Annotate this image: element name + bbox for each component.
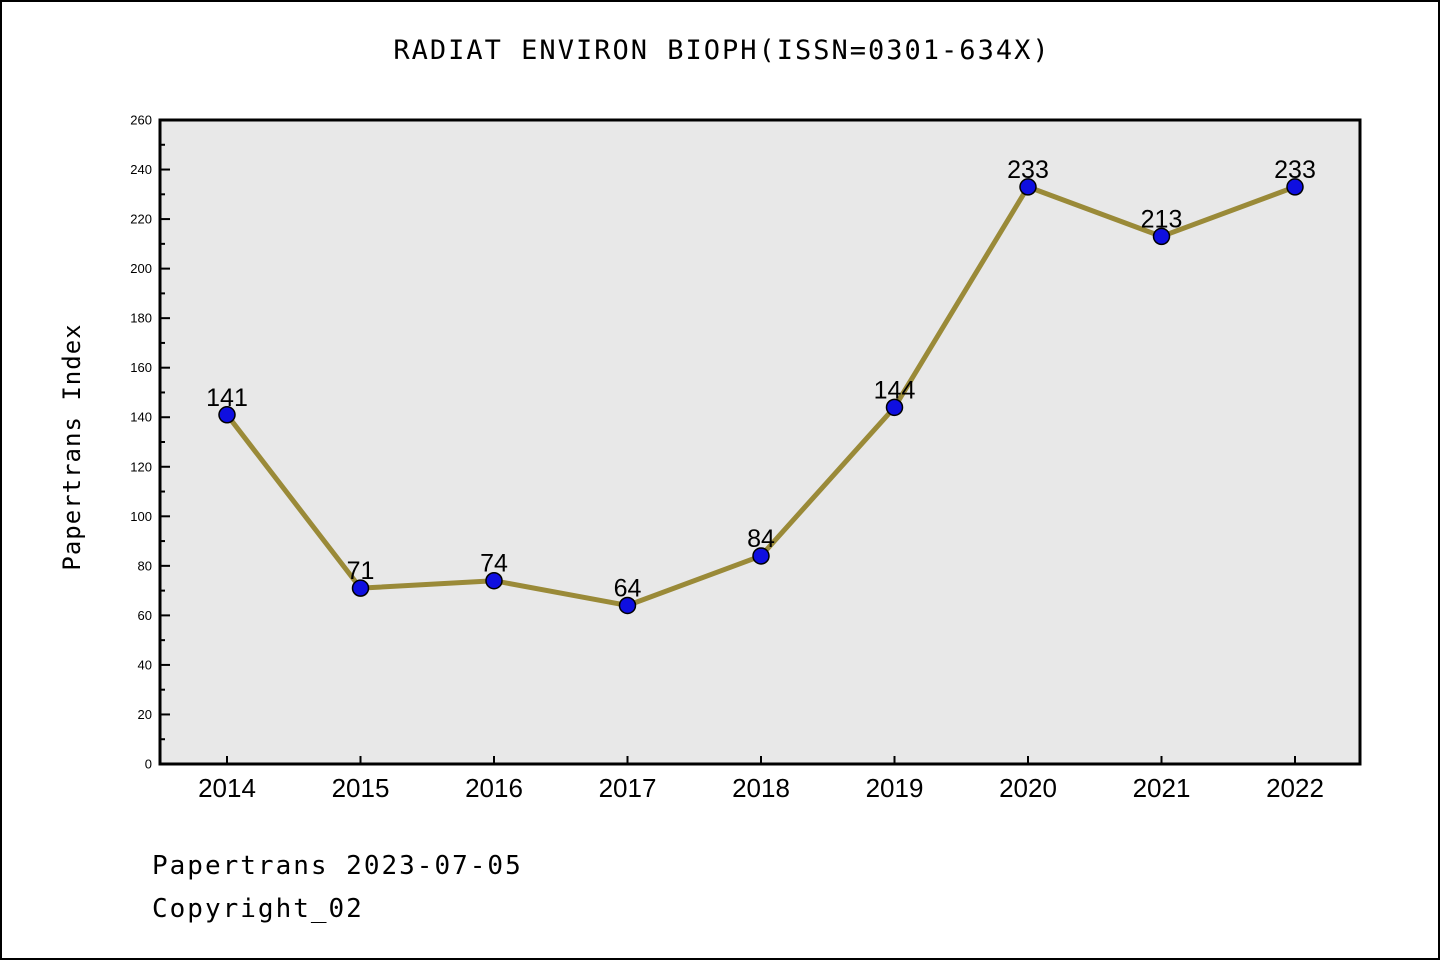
data-point — [218, 406, 236, 424]
point-value-label: 233 — [1274, 156, 1316, 184]
plot-layer: 0 20 40 60 80 100 120 140 160 180 200 220 240 260 2014… — [130, 113, 1362, 803]
point-value-label: 64 — [614, 574, 642, 602]
point-value-label: 144 — [874, 376, 916, 404]
x-tick-label: 2022 — [1266, 773, 1324, 803]
x-tick-label: 2016 — [465, 773, 523, 803]
x-tick-label: 2020 — [999, 773, 1057, 803]
x-tick-label: 2017 — [599, 773, 657, 803]
y-tick-label: 0 — [145, 757, 152, 772]
chart-title: RADIAT ENVIRON BIOPH(ISSN=0301-634X) — [393, 35, 1050, 66]
y-tick-label: 180 — [130, 311, 152, 326]
y-tick-label: 140 — [130, 410, 152, 425]
point-value-label: 213 — [1141, 205, 1183, 233]
footer-copyright: Copyright_02 — [152, 894, 364, 924]
y-tick-label: 100 — [130, 509, 152, 524]
y-tick-label: 260 — [130, 113, 152, 128]
plot-area — [160, 120, 1360, 764]
point-value-label: 71 — [347, 557, 375, 585]
y-tick-label: 60 — [138, 608, 152, 623]
y-tick-label: 120 — [130, 459, 152, 474]
x-tick-label: 2021 — [1133, 773, 1191, 803]
footer-date: Papertrans 2023-07-05 — [152, 851, 523, 881]
x-tick-label: 2015 — [332, 773, 390, 803]
x-tick-label: 2014 — [198, 773, 256, 803]
data-point — [1152, 227, 1171, 246]
point-value-label: 74 — [480, 550, 508, 578]
plot-border — [158, 118, 1362, 766]
point-value-label: 233 — [1007, 156, 1049, 184]
y-tick-label: 240 — [130, 162, 152, 177]
data-point — [1019, 178, 1037, 196]
data-point — [1286, 178, 1304, 196]
data-point — [885, 398, 904, 417]
point-value-label: 84 — [747, 525, 775, 553]
y-tick-label: 40 — [138, 657, 152, 672]
y-tick-label: 20 — [138, 707, 152, 722]
y-tick-label: 160 — [130, 360, 152, 375]
y-tick-label: 200 — [130, 261, 152, 276]
point-value-label: 141 — [206, 384, 248, 412]
data-point — [485, 571, 503, 590]
data-point — [752, 547, 770, 565]
y-tick-label: 220 — [130, 212, 152, 227]
y-axis-label: Papertrans Index — [58, 323, 86, 570]
y-tick-label: 80 — [138, 558, 152, 573]
x-tick-label: 2019 — [866, 773, 924, 803]
data-point — [351, 579, 370, 597]
x-tick-label: 2018 — [732, 773, 790, 803]
data-point — [618, 596, 637, 615]
